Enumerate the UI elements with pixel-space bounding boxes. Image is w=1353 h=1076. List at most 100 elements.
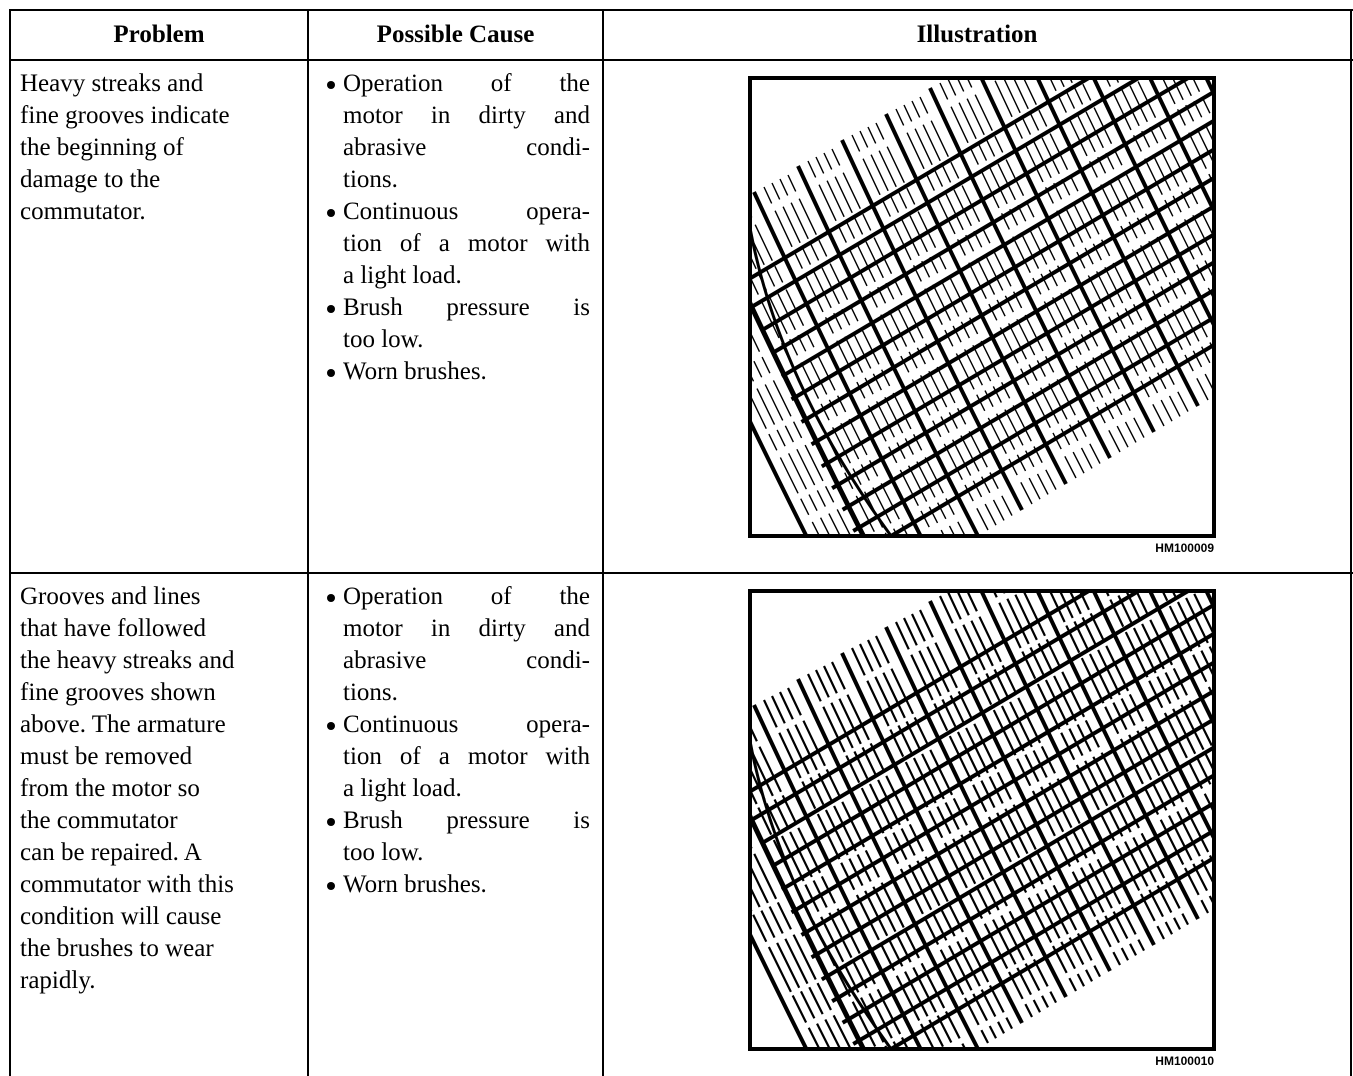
rib — [979, 591, 1156, 946]
streak — [895, 108, 1077, 479]
rib — [750, 810, 867, 1049]
cause-item: Worn brushes. — [325, 869, 590, 901]
figure-code: HM100010 — [1155, 1054, 1214, 1068]
streak — [763, 186, 935, 536]
rule — [1350, 9, 1352, 1076]
cause-item: Continuous opera-tion of a motor with a l… — [325, 709, 590, 805]
bar — [800, 688, 1214, 937]
streak — [875, 635, 1057, 1004]
streak — [903, 104, 1085, 474]
cause-line: Worn brushes. — [343, 871, 487, 898]
rule — [9, 9, 11, 1076]
streak — [919, 609, 1101, 978]
streak — [831, 148, 1013, 516]
cause-line: tion of a motor with — [343, 230, 590, 257]
rule — [10, 572, 1353, 574]
bar — [810, 203, 1214, 447]
problem-text: the beginning of — [20, 134, 184, 161]
streak — [966, 78, 1145, 438]
bullet — [327, 209, 335, 217]
bar — [771, 602, 1214, 868]
streak — [947, 591, 1129, 961]
streak — [859, 130, 1041, 500]
streak — [1059, 78, 1214, 393]
column-header: Illustration — [916, 21, 1038, 48]
cause-lines: Operation of the motor in dirty and abrasi… — [343, 68, 590, 196]
streak — [787, 174, 966, 536]
streak — [779, 178, 956, 536]
bar — [752, 591, 1143, 821]
problem-text: fine grooves indicate — [20, 102, 230, 129]
streak — [867, 126, 1049, 495]
bullet — [327, 305, 335, 313]
streak — [966, 591, 1145, 952]
streak — [993, 78, 1165, 427]
cause-line: a light load. — [343, 775, 462, 802]
streak — [779, 691, 956, 1049]
streak — [1012, 591, 1181, 930]
streak — [750, 724, 910, 1049]
bar — [761, 78, 1193, 332]
rib — [1091, 591, 1214, 843]
streak — [1049, 78, 1209, 401]
streak — [1002, 78, 1173, 422]
bullet — [327, 882, 335, 890]
streak — [1022, 78, 1189, 412]
cause-line: Operation of the — [343, 70, 590, 97]
cause-lines: Brush pressure is too low. — [343, 805, 590, 869]
cause-item: Worn brushes. — [325, 356, 590, 388]
problem-text: can be repaired. A — [20, 839, 202, 866]
streak — [1048, 591, 1209, 914]
streak — [750, 212, 909, 536]
bar — [761, 591, 1193, 845]
rib — [752, 704, 923, 1049]
problem-text: the brushes to wear — [20, 935, 214, 962]
rib — [1091, 78, 1214, 330]
rib — [750, 416, 809, 536]
cause-lines: Brush pressure is too low. — [343, 292, 590, 356]
rib — [928, 87, 1112, 459]
streak — [956, 591, 1137, 956]
streak — [823, 152, 1005, 521]
rule — [10, 59, 1353, 61]
bar — [820, 232, 1214, 469]
cause-lines: Worn brushes. — [343, 869, 590, 901]
cause-item: Continuous opera-tion of a motor with a l… — [325, 196, 590, 292]
bullet — [327, 81, 335, 89]
problem-text: condition will cause — [20, 903, 222, 930]
cause-line: Brush pressure is — [343, 807, 590, 834]
streak — [867, 639, 1049, 1008]
bar — [841, 287, 1214, 512]
streak — [956, 78, 1137, 443]
bullet — [327, 369, 335, 377]
cause-line: a light load. — [343, 262, 462, 289]
rule — [602, 9, 604, 1076]
bar — [887, 855, 1214, 1049]
streak — [851, 134, 1033, 505]
illustration-box — [748, 76, 1216, 538]
rib — [1147, 78, 1214, 216]
rib — [928, 600, 1112, 972]
rule — [307, 9, 309, 1076]
streak — [947, 78, 1129, 448]
illustration-box — [748, 589, 1216, 1051]
column-header: Possible Cause — [376, 21, 535, 48]
bar — [750, 78, 1093, 281]
problem-text: Heavy streaks and — [20, 70, 204, 97]
bar — [831, 259, 1214, 490]
rib — [840, 652, 1024, 1024]
cause-lines: Worn brushes. — [343, 356, 590, 388]
streak — [771, 695, 946, 1049]
rib — [796, 165, 980, 536]
streak — [831, 661, 1013, 1030]
problem-text: above. The armature — [20, 711, 226, 738]
streak — [895, 621, 1077, 992]
rib — [750, 929, 809, 1049]
streak — [750, 254, 888, 536]
cause-line: too low. — [343, 326, 424, 353]
cause-item: Operation of the motor in dirty and abrasi… — [325, 581, 590, 709]
streak — [919, 96, 1101, 464]
cause-lines: Continuous opera-tion of a motor with a l… — [343, 196, 590, 292]
rib — [1035, 591, 1200, 920]
drawing — [750, 78, 1214, 536]
